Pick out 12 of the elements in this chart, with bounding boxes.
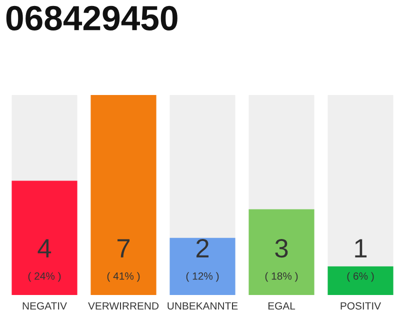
data-label: 3 ( 18% ) [265,238,298,282]
x-tick-label: UNBEKANNTE [168,302,238,310]
bar [328,266,394,295]
chart-title: 068429450 [6,6,178,31]
data-label: 7 ( 41% ) [107,239,140,282]
data-label: 4 ( 24% ) [28,239,61,282]
x-tick-label: POSITIV [340,302,382,310]
x-tick-label: NEGATIV [22,302,67,310]
data-label: 2 ( 12% ) [186,238,219,282]
x-tick-label: EGAL [268,302,296,310]
data-label: 1 ( 6% ) [347,239,374,282]
x-tick-label: VERWIRREND [88,302,158,310]
